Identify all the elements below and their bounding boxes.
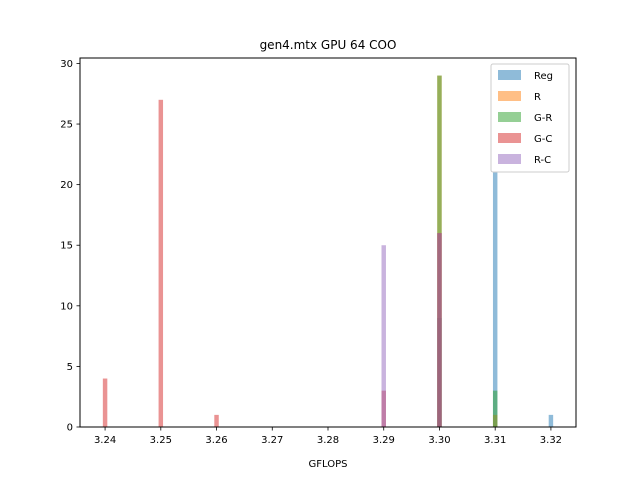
x-tick-label: 3.32 <box>540 435 562 446</box>
x-tick-label: 3.31 <box>484 435 506 446</box>
bar-g-c-2 <box>214 414 219 427</box>
legend-label-g-r: G-R <box>534 113 552 124</box>
y-tick-label: 20 <box>60 180 73 191</box>
x-tick-label: 3.26 <box>205 435 227 446</box>
y-tick-label: 25 <box>60 120 73 131</box>
legend-swatch-r-c <box>498 154 521 164</box>
chart-title: gen4.mtx GPU 64 COO <box>260 38 397 52</box>
x-tick-label: 3.28 <box>317 435 339 446</box>
y-tick-label: 5 <box>67 362 73 373</box>
legend-swatch-g-c <box>498 133 521 143</box>
x-tick-label: 3.29 <box>373 435 395 446</box>
legend-label-reg: Reg <box>534 71 553 82</box>
bar-g-c-1 <box>158 99 164 427</box>
y-tick-label: 10 <box>60 301 73 312</box>
x-axis: 3.24 3.25 3.26 3.27 3.28 3.29 3.30 3.31 3.32 <box>94 427 562 446</box>
bar-g-r-1 <box>492 390 498 427</box>
y-axis: 0 5 10 15 20 25 30 <box>60 59 80 434</box>
y-tick-label: 0 <box>67 423 73 434</box>
legend: Reg R G-R G-C R-C <box>490 63 570 173</box>
legend-label-g-c: G-C <box>534 134 552 145</box>
x-tick-label: 3.27 <box>261 435 283 446</box>
x-axis-label: GFLOPS <box>309 459 348 470</box>
y-tick-label: 30 <box>60 59 73 70</box>
x-tick-label: 3.25 <box>150 435 172 446</box>
y-tick-label: 15 <box>60 241 73 252</box>
legend-swatch-r <box>498 91 521 101</box>
bar-reg-2 <box>548 414 554 427</box>
bar-g-c-0 <box>102 378 108 427</box>
bar-r-c-1 <box>437 233 442 427</box>
x-tick-label: 3.30 <box>428 435 450 446</box>
bar-reg-1 <box>492 172 498 427</box>
bar-r-c-0 <box>381 245 386 427</box>
legend-swatch-reg <box>498 70 521 80</box>
x-tick-label: 3.24 <box>94 435 116 446</box>
bars-layer <box>102 75 554 427</box>
legend-swatch-g-r <box>498 112 521 122</box>
legend-label-r: R <box>534 92 541 103</box>
legend-label-r-c: R-C <box>534 155 551 166</box>
